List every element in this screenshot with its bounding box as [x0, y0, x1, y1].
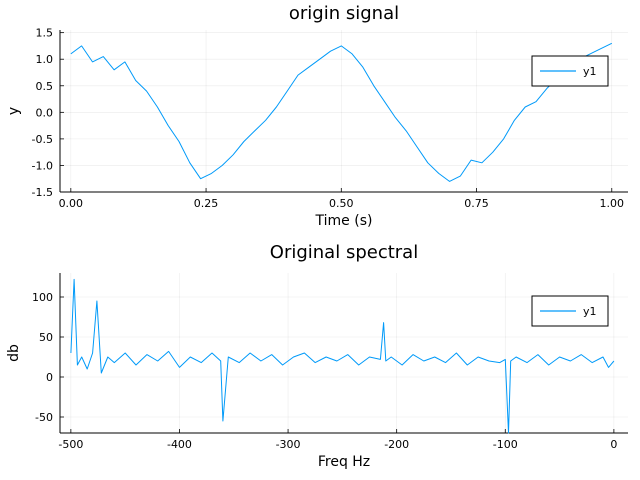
chart-origin-signal: origin signal Time (s) y 0.00 0.25 0.50 0.7… — [6, 3, 628, 229]
legend: y1 — [531, 295, 609, 327]
x-tick-label: -200 — [384, 438, 409, 451]
x-axis-label: Time (s) — [315, 213, 373, 229]
y-tick-label: 1.5 — [36, 27, 54, 40]
y-tick-label: -0.5 — [32, 133, 53, 146]
y-tick-label: 0.5 — [36, 80, 54, 93]
y-tick-label: -50 — [35, 411, 53, 424]
y-axis-label: db — [6, 344, 22, 362]
y-axis-label: y — [6, 107, 22, 115]
x-tick-label: -500 — [58, 438, 83, 451]
chart-title: Original spectral — [270, 242, 418, 263]
y-tick-label: -1.5 — [32, 186, 53, 199]
legend-label: y1 — [583, 65, 597, 78]
x-tick-label: -400 — [167, 438, 192, 451]
series-line-y1 — [70, 278, 615, 434]
x-tick-label: 0.75 — [464, 197, 489, 210]
legend-label: y1 — [583, 305, 597, 318]
x-tick-label: 0.25 — [194, 197, 219, 210]
x-tick-label: 1.00 — [600, 197, 625, 210]
x-tick-label: 0 — [610, 438, 617, 451]
legend: y1 — [531, 55, 609, 87]
x-tick-label: 0.00 — [59, 197, 84, 210]
series-line-y1 — [70, 42, 613, 182]
y-tick-label: 0.0 — [36, 106, 54, 119]
y-tick-label: 50 — [39, 331, 53, 344]
y-tick-label: 1.0 — [36, 53, 54, 66]
chart-original-spectral: Original spectral Freq Hz db -500 -400 -30… — [6, 242, 628, 470]
x-tick-label: -300 — [276, 438, 301, 451]
x-tick-label: -100 — [493, 438, 518, 451]
y-tick-label: 100 — [32, 291, 53, 304]
x-tick-label: 0.50 — [329, 197, 354, 210]
x-axis-label: Freq Hz — [318, 454, 370, 470]
chart-title: origin signal — [289, 3, 399, 24]
y-tick-label: 0 — [46, 371, 53, 384]
y-tick-label: -1.0 — [32, 159, 53, 172]
